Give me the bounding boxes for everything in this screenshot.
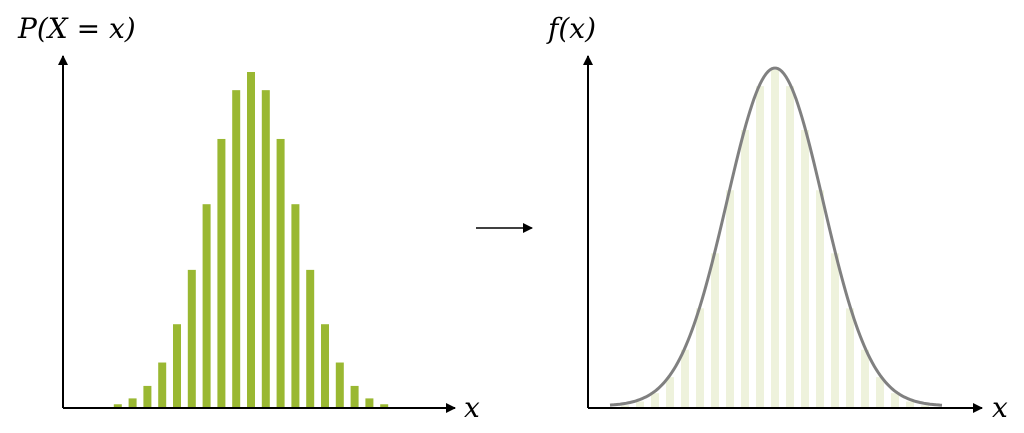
bar — [365, 398, 374, 408]
bar — [187, 269, 196, 408]
discrete-bars — [113, 72, 389, 408]
faded-bar — [831, 253, 839, 408]
faded-bar — [741, 129, 749, 408]
left-x-label: x — [464, 391, 480, 424]
faded-bar — [771, 70, 779, 408]
bar — [202, 204, 211, 408]
right-x-label: x — [992, 391, 1008, 424]
bar — [217, 138, 226, 408]
bar — [143, 385, 152, 408]
faded-bar — [891, 393, 899, 408]
faded-bar — [636, 401, 644, 408]
faded-bar — [756, 86, 764, 409]
faded-bar — [651, 393, 659, 408]
faded-bar — [621, 405, 629, 408]
bar — [247, 72, 255, 408]
bar — [350, 385, 359, 408]
faded-bar — [906, 401, 914, 408]
bar — [128, 398, 137, 408]
faded-bar — [801, 129, 809, 408]
faded-bar — [846, 308, 854, 408]
bar — [380, 404, 389, 408]
faded-bar — [681, 349, 689, 408]
faded-bar — [786, 86, 794, 409]
faded-bars — [621, 70, 929, 409]
bar — [321, 324, 329, 408]
faded-bar — [726, 190, 734, 408]
bar — [291, 204, 300, 408]
bar — [261, 90, 270, 408]
bar — [276, 138, 285, 408]
faded-bar — [711, 253, 719, 408]
bar — [306, 269, 315, 408]
faded-bar — [816, 190, 824, 408]
faded-bar — [696, 308, 704, 408]
left-y-label: P(X = x) — [17, 12, 136, 45]
bar — [113, 404, 122, 408]
bar — [232, 90, 241, 408]
faded-bar — [861, 349, 869, 408]
faded-bar — [666, 377, 674, 408]
bar — [335, 362, 344, 408]
right-y-label: f(x) — [546, 12, 596, 45]
bar — [173, 324, 181, 408]
bar — [158, 362, 167, 408]
faded-bar — [921, 405, 929, 408]
faded-bar — [876, 377, 884, 408]
density-curve — [609, 66, 943, 407]
